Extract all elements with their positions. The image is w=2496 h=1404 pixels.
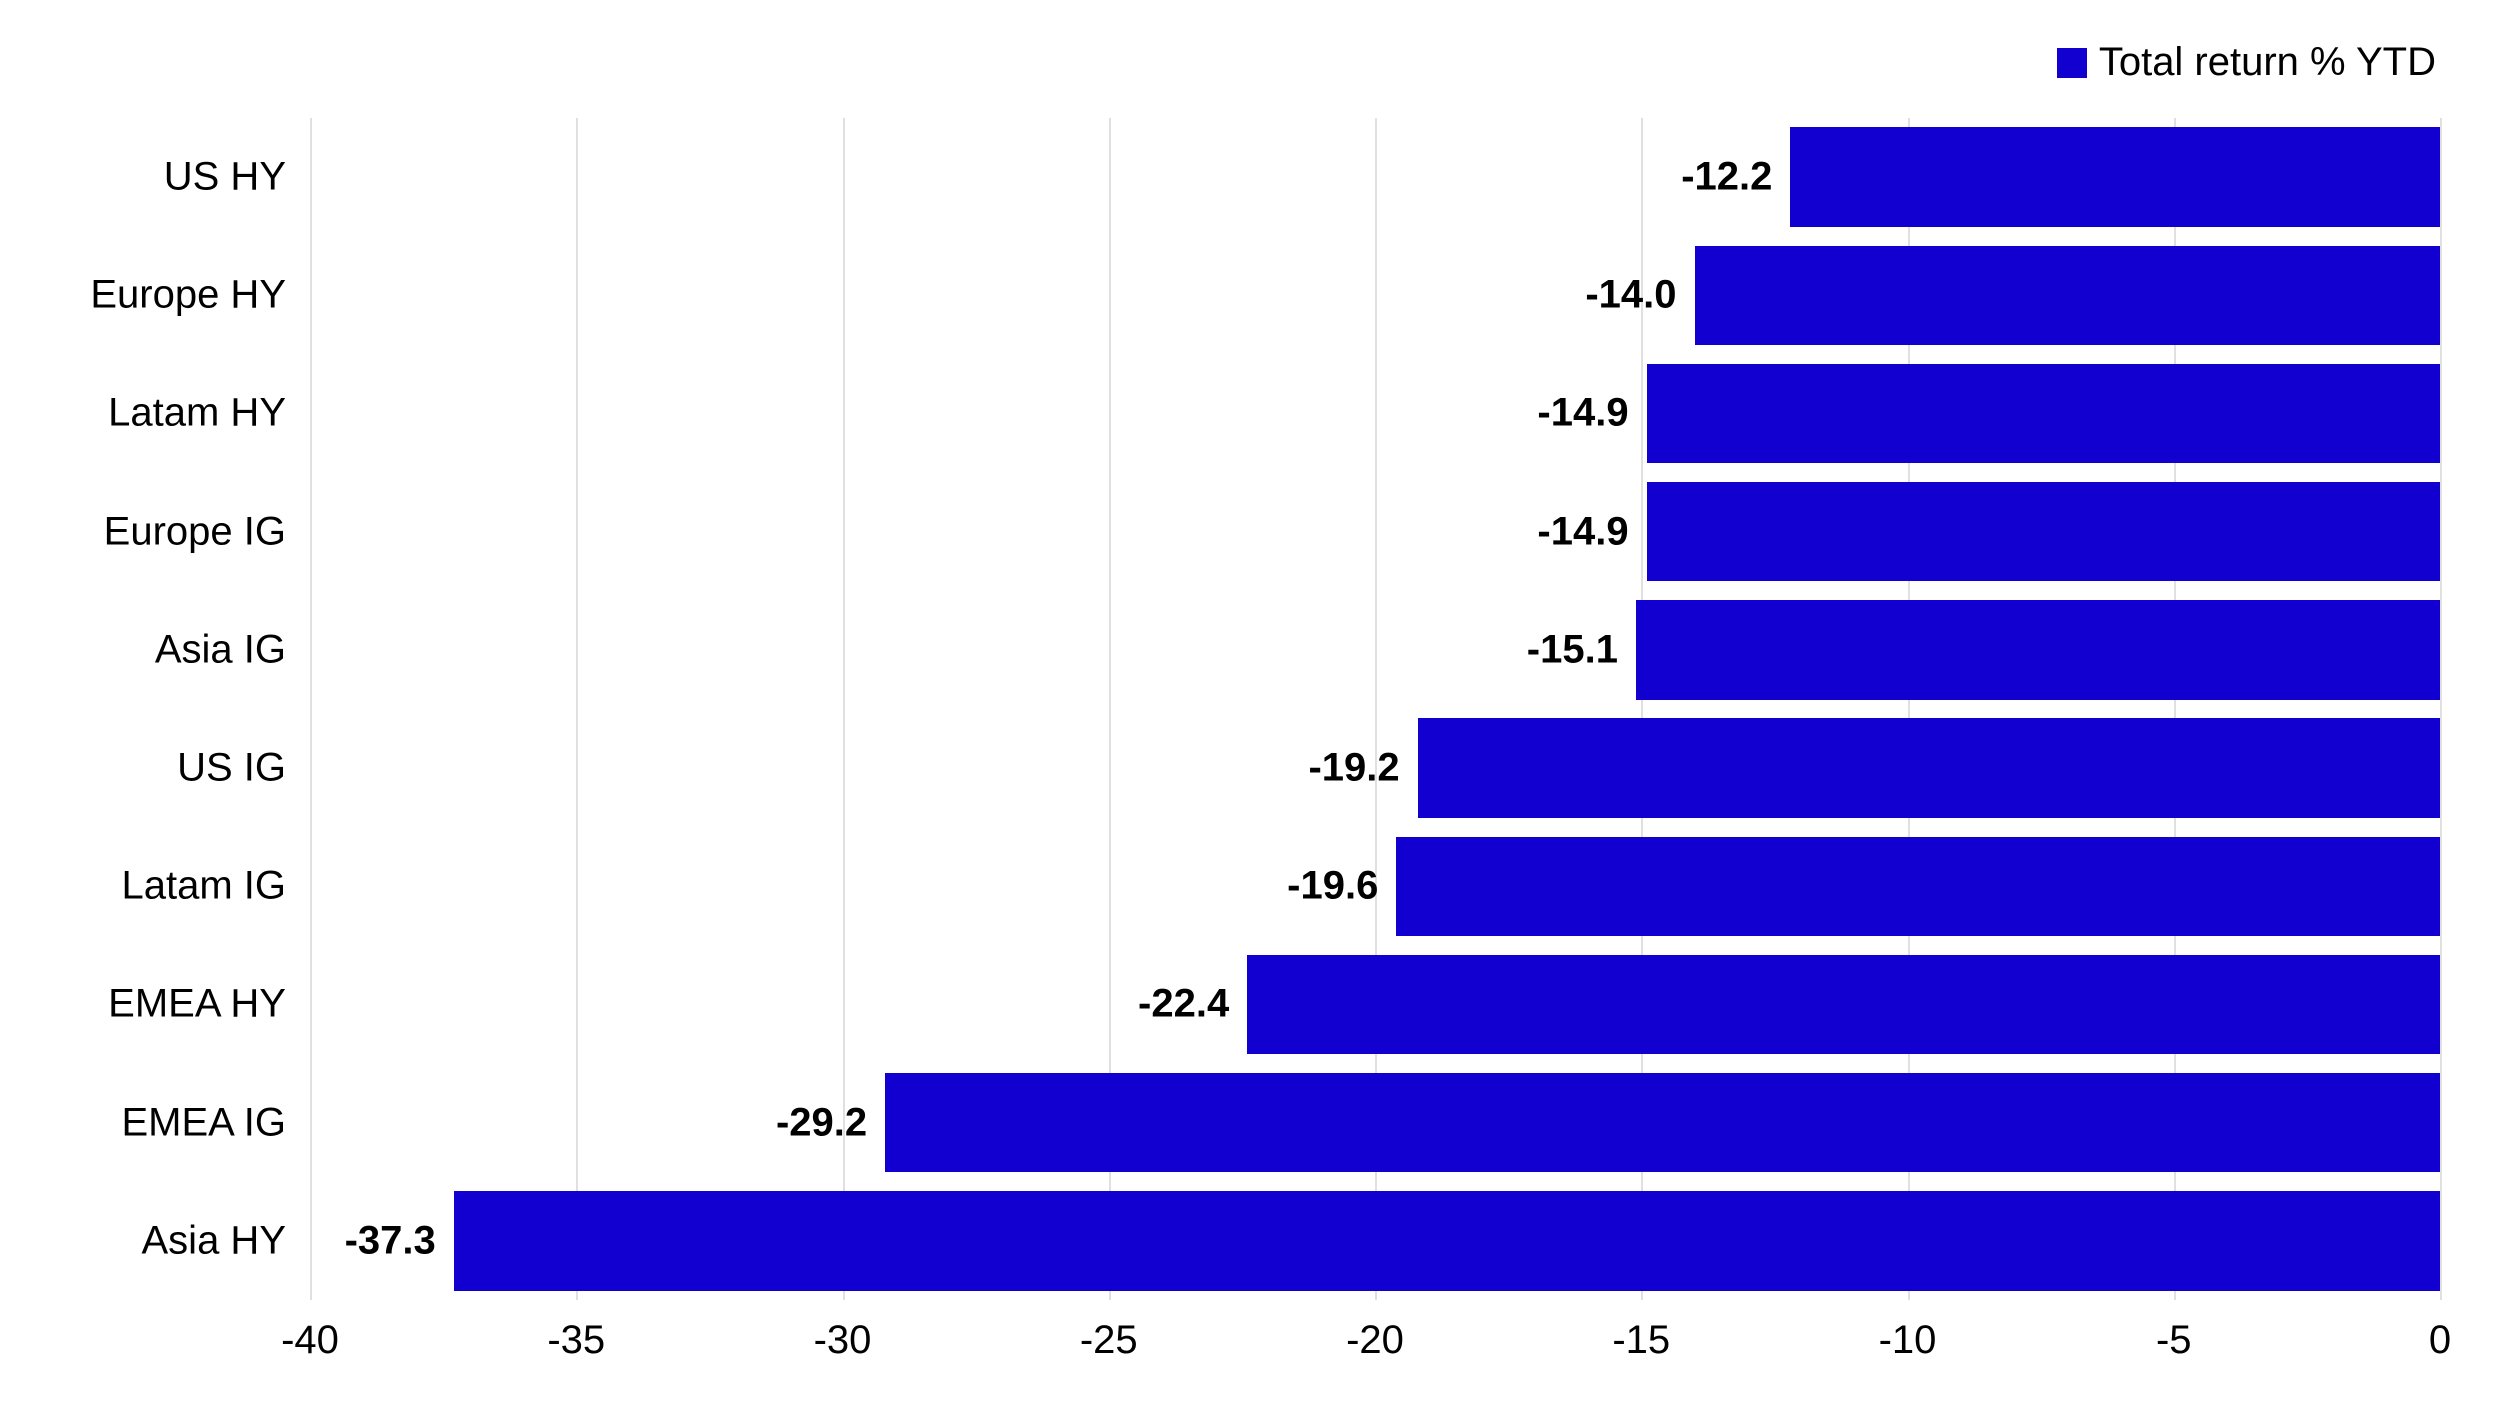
plot-area: US HY-12.2Europe HY-14.0Latam HY-14.9Eur… xyxy=(310,118,2440,1300)
y-axis-label: Latam HY xyxy=(108,391,286,436)
bar-row: Asia IG-15.1 xyxy=(310,591,2440,709)
bar xyxy=(1247,955,2440,1054)
bar xyxy=(1636,600,2440,699)
bar-row: Europe HY-14.0 xyxy=(310,236,2440,354)
bar xyxy=(454,1191,2440,1290)
bar-value-label: -14.9 xyxy=(1537,509,1628,554)
bar-row: US IG-19.2 xyxy=(310,709,2440,827)
bar-value-label: -37.3 xyxy=(345,1218,436,1263)
legend-label: Total return % YTD xyxy=(2099,40,2436,85)
y-axis-label: Europe IG xyxy=(104,509,286,554)
bar-row: Latam HY-14.9 xyxy=(310,354,2440,472)
y-axis-label: US IG xyxy=(177,746,286,791)
bar-value-label: -29.2 xyxy=(776,1100,867,1145)
bar-row: Latam IG-19.6 xyxy=(310,827,2440,945)
bar-row: US HY-12.2 xyxy=(310,118,2440,236)
bar-value-label: -14.9 xyxy=(1537,391,1628,436)
x-tick-label: -25 xyxy=(1080,1318,1138,1363)
y-axis-label: EMEA IG xyxy=(122,1100,287,1145)
y-axis-label: Asia HY xyxy=(142,1218,287,1263)
gridline xyxy=(2440,118,2442,1300)
bar-value-label: -15.1 xyxy=(1527,627,1618,672)
y-axis-label: Latam IG xyxy=(121,864,286,909)
bar xyxy=(1396,837,2440,936)
bar-row: EMEA HY-22.4 xyxy=(310,945,2440,1063)
bar xyxy=(885,1073,2440,1172)
bar xyxy=(1790,127,2440,226)
bar-value-label: -14.0 xyxy=(1585,273,1676,318)
x-tick-label: -30 xyxy=(814,1318,872,1363)
x-tick-label: -10 xyxy=(1879,1318,1937,1363)
bar-row: Asia HY-37.3 xyxy=(310,1182,2440,1300)
x-axis: -40-35-30-25-20-15-10-50 xyxy=(310,1300,2440,1380)
bar-value-label: -19.2 xyxy=(1308,746,1399,791)
legend-swatch xyxy=(2057,48,2087,78)
bar-value-label: -12.2 xyxy=(1681,155,1772,200)
x-tick-label: -35 xyxy=(547,1318,605,1363)
bar xyxy=(1695,246,2441,345)
bar xyxy=(1647,364,2440,463)
bar-value-label: -19.6 xyxy=(1287,864,1378,909)
x-tick-label: -40 xyxy=(281,1318,339,1363)
y-axis-label: Asia IG xyxy=(155,627,286,672)
x-tick-label: 0 xyxy=(2429,1318,2451,1363)
x-tick-label: -20 xyxy=(1346,1318,1404,1363)
y-axis-label: US HY xyxy=(164,155,286,200)
bar-row: Europe IG-14.9 xyxy=(310,473,2440,591)
bar xyxy=(1647,482,2440,581)
bar xyxy=(1418,718,2440,817)
bar-value-label: -22.4 xyxy=(1138,982,1229,1027)
chart-container: Total return % YTD US HY-12.2Europe HY-1… xyxy=(0,0,2496,1404)
y-axis-label: EMEA HY xyxy=(108,982,286,1027)
bar-row: EMEA IG-29.2 xyxy=(310,1064,2440,1182)
y-axis-label: Europe HY xyxy=(90,273,286,318)
x-tick-label: -15 xyxy=(1612,1318,1670,1363)
x-tick-label: -5 xyxy=(2156,1318,2192,1363)
legend: Total return % YTD xyxy=(2057,40,2436,85)
